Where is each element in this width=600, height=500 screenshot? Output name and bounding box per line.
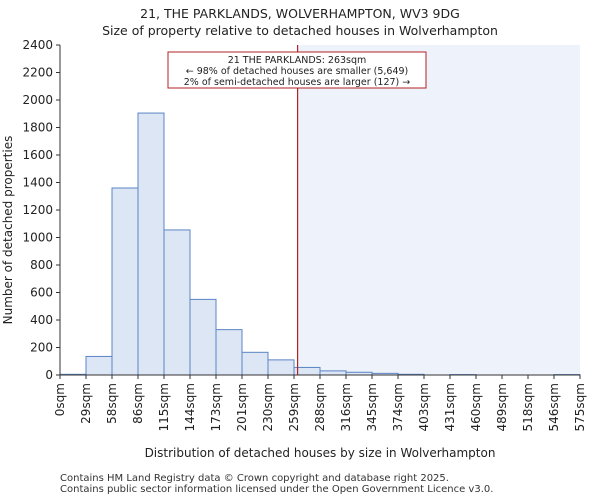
- chart-title-address: 21, THE PARKLANDS, WOLVERHAMPTON, WV3 9D…: [140, 6, 460, 21]
- chart-title-subtitle: Size of property relative to detached ho…: [102, 23, 498, 38]
- footer-copyright: Contains HM Land Registry data © Crown c…: [60, 473, 449, 484]
- y-tick-label: 0: [45, 368, 53, 382]
- y-ticks-group: 0 200 400 600 800 1000 1200 1400 1600 1800 2000 220…: [22, 38, 60, 382]
- histogram-chart: 0 200 400 600 800 1000 1200 1400 1600 1800 2000 220…: [1, 38, 587, 460]
- x-ticks-group: 0sqm 29sqm 58sqm 86sqm 115sqm 144sqm 173sqm 201…: [53, 375, 587, 431]
- y-tick-label: 1000: [22, 231, 53, 245]
- bar-173sqm: [215, 329, 243, 376]
- y-tick-label: 2200: [22, 66, 53, 80]
- x-tick-label: 345sqm: [365, 383, 379, 431]
- x-tick-label: 29sqm: [79, 383, 93, 424]
- bars-group: [59, 112, 581, 376]
- annotation-line-1: 21 THE PARKLANDS: 263sqm: [228, 55, 367, 66]
- y-tick-label: 1200: [22, 203, 53, 217]
- y-tick-label: 200: [30, 341, 53, 355]
- x-tick-label: 173sqm: [209, 383, 223, 431]
- y-tick-label: 400: [30, 313, 53, 327]
- y-tick-label: 800: [30, 258, 53, 272]
- footer-licence: Contains public sector information licen…: [60, 484, 494, 495]
- y-axis-label: Number of detached properties: [1, 136, 15, 325]
- x-tick-label: 86sqm: [131, 383, 145, 424]
- x-tick-label: 201sqm: [235, 383, 249, 431]
- x-tick-label: 403sqm: [417, 383, 431, 431]
- x-tick-label: 0sqm: [53, 383, 67, 416]
- annotation-line-3: 2% of semi-detached houses are larger (1…: [184, 77, 411, 88]
- x-tick-label: 58sqm: [105, 383, 119, 424]
- bar-201sqm: [241, 351, 269, 376]
- x-tick-label: 230sqm: [261, 383, 275, 431]
- x-tick-label: 259sqm: [287, 383, 301, 431]
- x-tick-label: 546sqm: [547, 383, 561, 431]
- x-tick-label: 460sqm: [469, 383, 483, 431]
- y-tick-label: 2000: [22, 93, 53, 107]
- bar-144sqm: [189, 298, 217, 376]
- x-tick-label: 431sqm: [443, 383, 457, 431]
- x-tick-label: 288sqm: [313, 383, 327, 431]
- y-tick-label: 600: [30, 286, 53, 300]
- bar-230sqm: [267, 359, 295, 376]
- x-tick-label: 575sqm: [573, 383, 587, 431]
- x-axis-label: Distribution of detached houses by size …: [145, 446, 496, 460]
- x-tick-label: 316sqm: [339, 383, 353, 431]
- x-tick-label: 518sqm: [521, 383, 535, 431]
- y-tick-label: 1600: [22, 148, 53, 162]
- bar-288sqm: [319, 370, 347, 376]
- annotation-line-2: ← 98% of detached houses are smaller (5,…: [186, 66, 409, 77]
- x-tick-label: 489sqm: [495, 383, 509, 431]
- bar-58sqm: [111, 187, 139, 376]
- annotation-box: [167, 51, 427, 89]
- bar-86sqm: [137, 112, 165, 376]
- x-tick-label: 374sqm: [391, 383, 405, 431]
- x-tick-label: 144sqm: [183, 383, 197, 431]
- y-tick-label: 1800: [22, 121, 53, 135]
- bar-29sqm: [85, 355, 113, 376]
- y-tick-label: 2400: [22, 38, 53, 52]
- y-tick-label: 1400: [22, 176, 53, 190]
- bar-115sqm: [163, 229, 191, 376]
- shaded-region: [297, 45, 580, 375]
- x-tick-label: 115sqm: [157, 383, 171, 431]
